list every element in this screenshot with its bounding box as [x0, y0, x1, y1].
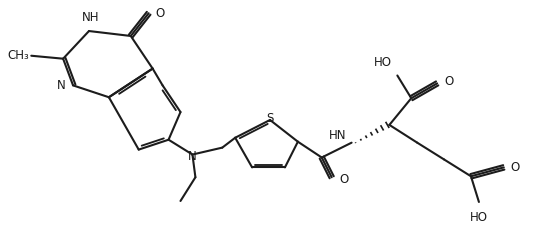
Text: HO: HO	[374, 56, 392, 69]
Text: CH₃: CH₃	[8, 49, 29, 62]
Text: HO: HO	[470, 211, 488, 224]
Text: S: S	[266, 113, 274, 125]
Text: N: N	[188, 150, 197, 163]
Text: O: O	[511, 161, 520, 174]
Text: O: O	[155, 7, 165, 20]
Text: O: O	[339, 173, 349, 186]
Text: NH: NH	[82, 11, 100, 24]
Text: N: N	[58, 79, 66, 92]
Text: HN: HN	[329, 129, 346, 142]
Text: O: O	[444, 75, 454, 88]
